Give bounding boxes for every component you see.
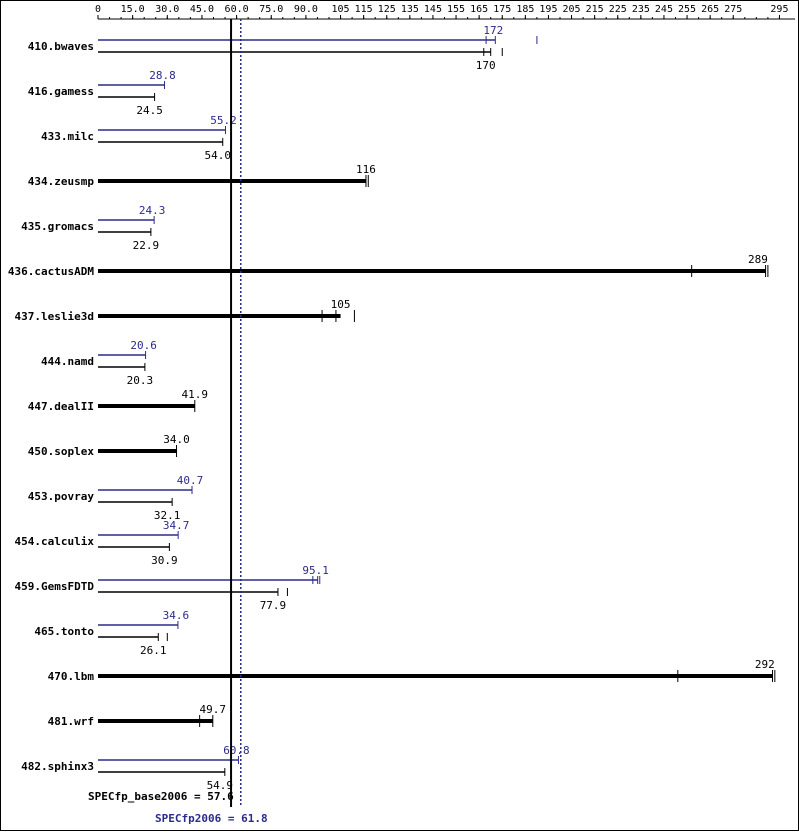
x-axis: 0 15.0 30.0 45.0 60.0 75.0 90.0 105 115 125 135 145… — [95, 4, 795, 20]
benchmark-row: 465.tonto 34.6 26.1 — [34, 609, 189, 657]
base-value-label: 30.9 — [151, 554, 178, 567]
x-tick-label: 155 — [447, 4, 465, 15]
x-tick-label: 275 — [724, 4, 742, 15]
base-value-label: 54.0 — [204, 149, 231, 162]
benchmark-label: 453.povray — [28, 490, 95, 503]
peak-value-label: 28.8 — [149, 69, 176, 82]
benchmark-label: 454.calculix — [15, 535, 95, 548]
benchmark-label: 437.leslie3d — [15, 310, 94, 323]
peak-value-label: 34.6 — [163, 609, 190, 622]
benchmark-row: 435.gromacs 24.3 22.9 — [21, 204, 165, 252]
benchmark-label: 481.wrf — [48, 715, 94, 728]
base-value-label: 24.5 — [136, 104, 163, 117]
x-tick-label: 245 — [655, 4, 673, 15]
x-tick-label: 125 — [378, 4, 396, 15]
peak-value-label: 60.8 — [223, 744, 250, 757]
base-value-label: 292 — [755, 658, 775, 671]
x-tick-label: 0 — [95, 4, 101, 15]
benchmark-row: 459.GemsFDTD 95.1 77.9 — [15, 564, 329, 612]
benchmark-row: 453.povray 40.7 32.1 — [28, 474, 204, 522]
x-tick-label: 145 — [424, 4, 442, 15]
peak-value-label: 24.3 — [139, 204, 166, 217]
benchmark-label: 482.sphinx3 — [21, 760, 94, 773]
mean-lines: SPECfp_base2006 = 57.6 SPECfp2006 = 61.8 — [88, 19, 268, 825]
bars: 410.bwaves172170416.gamess28.824.5433.mi… — [8, 24, 776, 792]
x-tick-label: 195 — [539, 4, 557, 15]
benchmark-label: 450.soplex — [28, 445, 95, 458]
x-tick-label: 175 — [493, 4, 511, 15]
peak-value-label: 55.2 — [210, 114, 237, 127]
base-value-label: 105 — [331, 298, 351, 311]
base-value-label: 22.9 — [133, 239, 160, 252]
x-tick-label: 115 — [355, 4, 373, 15]
x-tick-label: 185 — [516, 4, 534, 15]
x-tick-label: 225 — [609, 4, 627, 15]
peak-value-label: 40.7 — [177, 474, 204, 487]
x-tick-label: 235 — [632, 4, 650, 15]
x-tick-label: 60.0 — [225, 4, 249, 15]
base-value-label: 54.9 — [207, 779, 234, 792]
benchmark-label: 410.bwaves — [28, 40, 94, 53]
benchmark-label: 434.zeusmp — [28, 175, 95, 188]
peak-value-label: 172 — [483, 24, 503, 37]
benchmark-label: 433.milc — [41, 130, 94, 143]
x-tick-label: 215 — [586, 4, 604, 15]
x-tick-label: 15.0 — [121, 4, 145, 15]
peak-mean-label: SPECfp2006 = 61.8 — [155, 812, 268, 825]
benchmark-row: 434.zeusmp 116 — [28, 163, 376, 188]
base-value-label: 32.1 — [154, 509, 181, 522]
base-value-label: 49.7 — [200, 703, 227, 716]
benchmark-label: 435.gromacs — [21, 220, 94, 233]
benchmark-label: 447.dealII — [28, 400, 94, 413]
peak-value-label: 34.7 — [163, 519, 190, 532]
x-tick-label: 265 — [701, 4, 719, 15]
peak-value-label: 95.1 — [302, 564, 329, 577]
benchmark-row: 482.sphinx3 60.8 54.9 — [21, 744, 250, 792]
benchmark-row: 416.gamess 28.8 24.5 — [28, 69, 176, 117]
benchmark-row: 437.leslie3d 105 — [15, 298, 355, 323]
benchmark-row: 481.wrf 49.7 — [48, 703, 226, 728]
base-value-label: 34.0 — [163, 433, 190, 446]
base-value-label: 170 — [476, 59, 496, 72]
benchmark-label: 444.namd — [41, 355, 94, 368]
base-value-label: 41.9 — [182, 388, 209, 401]
x-tick-label: 205 — [563, 4, 581, 15]
x-tick-label: 45.0 — [190, 4, 214, 15]
base-value-label: 116 — [356, 163, 376, 176]
base-value-label: 26.1 — [140, 644, 167, 657]
x-tick-label: 90.0 — [294, 4, 318, 15]
benchmark-row: 470.lbm 292 — [48, 658, 776, 683]
benchmark-label: 416.gamess — [28, 85, 94, 98]
x-tick-label: 165 — [470, 4, 488, 15]
benchmark-label: 465.tonto — [34, 625, 94, 638]
x-tick-label: 30.0 — [155, 4, 179, 15]
benchmark-label: 459.GemsFDTD — [15, 580, 95, 593]
x-tick-label: 255 — [678, 4, 696, 15]
base-value-label: 77.9 — [260, 599, 287, 612]
benchmark-row: 444.namd 20.6 20.3 — [41, 339, 157, 387]
base-value-label: 289 — [748, 253, 768, 266]
benchmark-row: 450.soplex 34.0 — [28, 433, 190, 458]
benchmark-row: 447.dealII 41.9 — [28, 388, 208, 413]
benchmark-label: 436.cactusADM — [8, 265, 94, 278]
x-tick-label: 295 — [770, 4, 788, 15]
benchmark-row: 454.calculix 34.7 30.9 — [15, 519, 190, 567]
peak-value-label: 20.6 — [130, 339, 157, 352]
benchmark-row: 433.milc 55.2 54.0 — [41, 114, 237, 162]
x-tick-label: 75.0 — [259, 4, 283, 15]
base-value-label: 20.3 — [127, 374, 154, 387]
x-tick-label: 135 — [401, 4, 419, 15]
benchmark-row: 436.cactusADM 289 — [8, 253, 769, 278]
benchmark-row: 410.bwaves 172 170 — [28, 24, 538, 72]
base-mean-label: SPECfp_base2006 = 57.6 — [88, 790, 234, 803]
benchmark-label: 470.lbm — [48, 670, 95, 683]
x-tick-label: 105 — [332, 4, 350, 15]
